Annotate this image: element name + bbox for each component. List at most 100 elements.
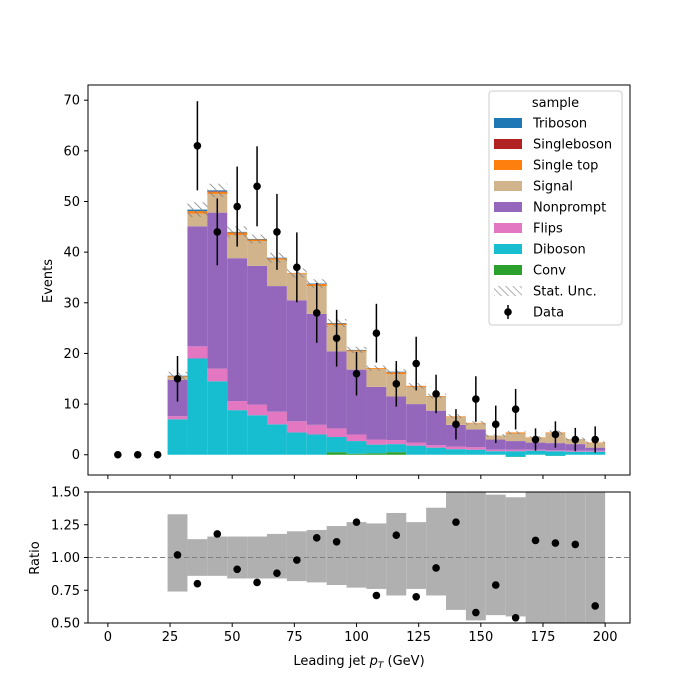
bar-diboson: [426, 447, 447, 455]
legend-label: Conv: [533, 264, 566, 279]
stat-unc-bin: [346, 346, 367, 354]
ratio-band-bin: [505, 497, 526, 617]
data-points: [114, 101, 599, 459]
ratio-point: [253, 578, 261, 587]
bar-flips: [366, 439, 387, 445]
data-point: [153, 450, 162, 459]
stat-unc-bin: [505, 430, 526, 435]
data-point: [432, 390, 440, 398]
main-y-label: Events: [41, 259, 56, 303]
bar-flips: [247, 404, 268, 416]
legend-label: Singleboson: [533, 138, 612, 153]
bar-nonprompt: [267, 286, 287, 412]
stat-unc-bin: [465, 420, 486, 425]
ratio-y-tick-label: 1.00: [51, 551, 80, 566]
data-point: [332, 334, 341, 343]
legend-swatch: [494, 181, 522, 191]
bar-flips: [227, 401, 248, 411]
bar-diboson: [406, 445, 427, 455]
bar-diboson: [286, 432, 307, 455]
bar-nonprompt: [227, 258, 248, 402]
bar-nonprompt: [286, 300, 307, 422]
ratio-point: [312, 534, 321, 542]
bar-nonprompt: [465, 429, 486, 448]
bar-flips: [465, 447, 486, 450]
bar-conv: [326, 452, 347, 455]
ratio-panel: 0.50 0.75 1.00 1.25 1.50 0 25 50 75 100 125 150 175…: [28, 486, 631, 671]
data-point: [293, 263, 301, 272]
ratio-band-bin: [187, 539, 208, 576]
ratio-point: [591, 602, 599, 610]
stat-unc-bin: [187, 202, 208, 217]
ratio-point: [352, 518, 361, 526]
y-tick-label: 40: [63, 246, 80, 261]
ratio-band-bin: [485, 494, 506, 616]
bar-diboson: [346, 441, 367, 454]
bar-nonprompt: [247, 265, 268, 405]
bar-nonprompt: [326, 351, 347, 429]
bar-flips: [426, 445, 447, 448]
bar-diboson: [187, 358, 208, 455]
ratio-y-tick-label: 1.25: [51, 518, 80, 533]
ratio-point: [273, 569, 281, 578]
data-point: [591, 435, 599, 444]
bar-flips: [187, 346, 208, 359]
x-tick-label: 125: [406, 630, 431, 645]
bar-nonprompt: [386, 396, 407, 441]
bar-diboson: [446, 449, 466, 455]
bar-signal: [505, 433, 526, 442]
ratio-y-axis: 0.50 0.75 1.00 1.25 1.50: [51, 486, 88, 632]
legend-swatch: [494, 265, 522, 275]
data-point: [193, 141, 202, 150]
bar-conv: [366, 453, 387, 455]
ratio-band-bin: [346, 522, 367, 588]
bar-flips: [286, 421, 307, 433]
ratio-point: [392, 531, 401, 540]
data-point: [233, 202, 241, 211]
legend-frame: [488, 90, 623, 326]
data-point: [531, 435, 540, 444]
legend-entry-singleboson: Singleboson: [494, 138, 612, 153]
bar-diboson: [585, 451, 606, 455]
bar-flips: [267, 411, 287, 425]
bar-nonprompt: [505, 441, 526, 450]
bar-diboson: [565, 451, 586, 455]
legend-label: Data: [533, 306, 564, 321]
bar-diboson: [207, 381, 228, 455]
bar-nonprompt: [187, 226, 208, 347]
ratio-point: [491, 581, 500, 589]
bar-diboson: [306, 434, 327, 455]
x-tick-label: 75: [286, 630, 303, 645]
bar-conv: [386, 452, 407, 455]
ratio-point: [193, 579, 202, 588]
legend: sample Triboson Singleboson Single top Sign…: [488, 90, 623, 326]
legend-title: sample: [532, 96, 579, 111]
bar-nonprompt: [207, 212, 228, 369]
ratio-point: [432, 564, 440, 572]
bar-nonprompt: [366, 386, 387, 440]
bar-flips: [545, 450, 566, 452]
ratio-x-axis: 0 25 50 75 100 125 150 175 200: [104, 623, 618, 645]
main-plot-frame: [87, 84, 631, 476]
bar-flips: [505, 449, 526, 452]
ratio-band-bin: [326, 526, 347, 586]
ratio-points: [173, 518, 599, 622]
legend-label: Single top: [533, 159, 598, 174]
data-point: [352, 369, 361, 378]
ratio-y-tick-label: 1.50: [51, 486, 80, 501]
ratio-point: [372, 591, 381, 600]
legend-swatch: [494, 202, 522, 212]
data-point: [412, 359, 420, 368]
data-point: [511, 405, 520, 413]
legend-entry-signal: Signal: [494, 180, 573, 195]
y-tick-label: 70: [63, 94, 80, 109]
bar-diboson: [167, 419, 188, 455]
legend-entry-data: Data: [504, 305, 564, 321]
y-tick-label: 10: [63, 398, 80, 413]
bar-diboson: [545, 451, 566, 456]
stat-unc-bin: [247, 234, 268, 244]
x-tick-label: 150: [468, 630, 493, 645]
ratio-band-bin: [446, 492, 466, 610]
ratio-y-label: Ratio: [28, 541, 43, 574]
